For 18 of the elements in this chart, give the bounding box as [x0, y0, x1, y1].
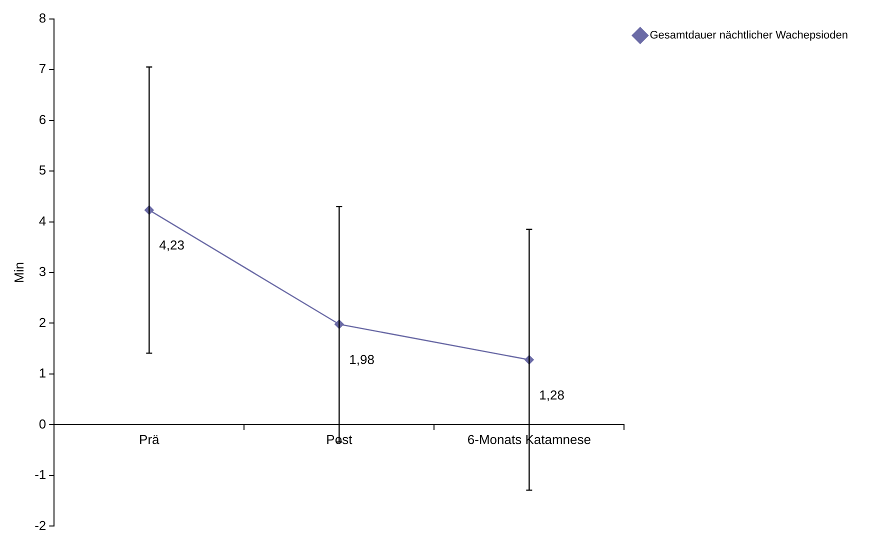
- y-tick-label: 1: [38, 366, 46, 381]
- y-tick-label: 2: [38, 314, 46, 330]
- data-label: 1,98: [349, 352, 374, 367]
- y-tick-label: 5: [38, 162, 46, 178]
- y-tick-label: 6: [38, 112, 46, 127]
- legend-label: Gesamtdauer nächtlicher Wachepsioden: [650, 30, 848, 42]
- y-tick-label: -1: [34, 467, 46, 482]
- y-tick-label: 8: [38, 10, 46, 26]
- data-label: 4,23: [159, 238, 184, 253]
- y-tick-label: 4: [38, 213, 46, 228]
- data-label: 1,28: [539, 387, 564, 402]
- y-tick-label: 0: [38, 416, 46, 432]
- y-tick-label: 7: [38, 61, 46, 76]
- y-tick-label: 3: [38, 264, 46, 280]
- y-axis-title: Min: [11, 262, 26, 283]
- x-tick-label: Prä: [139, 432, 160, 448]
- y-tick-label: -2: [34, 518, 46, 533]
- x-tick-label: Post: [326, 432, 353, 448]
